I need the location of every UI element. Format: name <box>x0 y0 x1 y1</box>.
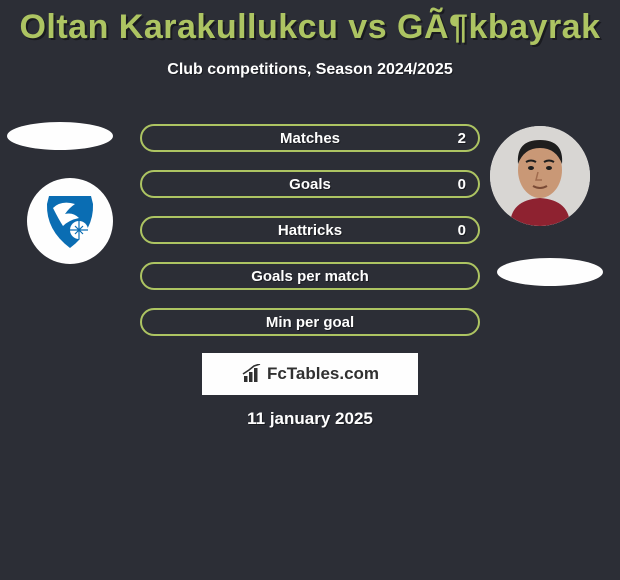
date-label: 11 january 2025 <box>0 409 620 429</box>
stat-row: Goals 0 <box>140 170 480 198</box>
club-logo-left <box>27 178 113 264</box>
stat-label: Goals <box>289 176 331 193</box>
stat-row: Hattricks 0 <box>140 216 480 244</box>
stat-value-right: 0 <box>458 176 466 193</box>
stat-value-right: 0 <box>458 222 466 239</box>
page-title: Oltan Karakullukcu vs GÃ¶kbayrak <box>0 0 620 47</box>
stat-row: Matches 2 <box>140 124 480 152</box>
stat-label: Hattricks <box>278 222 342 239</box>
stats-table: Matches 2 Goals 0 Hattricks 0 Goals per match M… <box>140 124 480 354</box>
player-portrait-icon <box>490 126 590 226</box>
stat-row: Min per goal <box>140 308 480 336</box>
bar-chart-icon <box>241 364 263 384</box>
player-left-oval <box>7 122 113 150</box>
subtitle: Club competitions, Season 2024/2025 <box>0 61 620 79</box>
stat-label: Matches <box>280 130 340 147</box>
player-right-oval <box>497 258 603 286</box>
comparison-card: Oltan Karakullukcu vs GÃ¶kbayrak Club co… <box>0 0 620 580</box>
stat-label: Goals per match <box>251 268 369 285</box>
stat-row: Goals per match <box>140 262 480 290</box>
stat-label: Min per goal <box>266 314 354 331</box>
player-right-avatar <box>490 126 590 226</box>
stat-value-right: 2 <box>458 130 466 147</box>
brand-text: FcTables.com <box>267 364 379 384</box>
club-shield-icon <box>39 190 101 252</box>
brand-badge: FcTables.com <box>202 353 418 395</box>
